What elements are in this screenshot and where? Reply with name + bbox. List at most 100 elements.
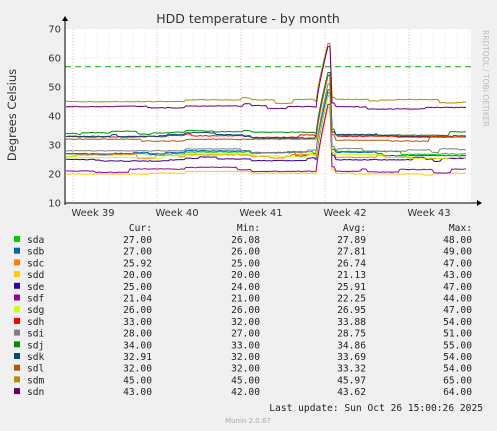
legend-avg-sda: 27.89 [337, 235, 366, 246]
legend-avg-sdh: 33.88 [337, 317, 366, 328]
series-line-sdi [65, 83, 467, 154]
legend-max-sda: 48.00 [443, 235, 472, 246]
legend-avg-sdn: 43.62 [337, 387, 366, 398]
y-axis-arrow [62, 16, 68, 21]
x-tick-label: Week 43 [407, 208, 450, 219]
legend-name-sde: sde [27, 282, 45, 293]
legend-min-sdl: 32.00 [231, 364, 260, 375]
legend-avg-sdk: 33.69 [337, 352, 366, 363]
legend-min-sdm: 45.00 [231, 375, 260, 386]
legend-min-sdg: 26.00 [231, 305, 260, 316]
legend-min-sdb: 26.00 [231, 247, 260, 258]
legend-cur-sdb: 27.00 [123, 247, 152, 258]
legend-name-sdm: sdm [27, 375, 45, 386]
series-line-sdh [65, 74, 466, 139]
legend-name-sdh: sdh [27, 317, 44, 328]
y-tick-label: 60 [48, 54, 61, 65]
legend-name-sdb: sdb [27, 247, 45, 258]
legend-swatch-sdb [14, 247, 20, 254]
legend-swatch-sdc [14, 259, 20, 266]
series-line-sdl [65, 74, 467, 143]
legend-max-sdc: 47.00 [443, 258, 472, 269]
series-line-sdg [65, 95, 466, 160]
y-tick-labels: 10 20 30 40 50 60 70 [48, 25, 61, 210]
legend-min-sdf: 21.00 [231, 294, 260, 305]
legend-swatch-sdh [14, 317, 20, 324]
legend-table: Cur: Min: Avg: Max: sda 27.00 26.08 27.89 48… [14, 223, 472, 398]
rrdtool-side-label: RRDTOOL / TOBI OETIKER [481, 30, 490, 127]
legend-min-sdc: 25.00 [231, 258, 260, 269]
header-min: Min: [237, 223, 260, 234]
legend-max-sdk: 54.00 [443, 352, 472, 363]
legend-cur-sdd: 20.00 [123, 270, 152, 281]
legend-cur-sde: 25.00 [123, 282, 152, 293]
legend-max-sdh: 54.00 [443, 317, 472, 328]
y-tick-label: 20 [48, 170, 61, 181]
legend-max-sdg: 47.00 [443, 305, 472, 316]
legend-swatch-sdk [14, 353, 20, 359]
legend-name-sdd: sdd [27, 270, 44, 281]
legend-min-sdi: 27.00 [231, 329, 260, 340]
series-line-sdj [65, 72, 467, 137]
legend-max-sdm: 65.00 [443, 375, 472, 386]
series-line-sdf [65, 103, 467, 174]
y-axis-label: Degrees Celsius [5, 69, 19, 161]
legend-cur-sda: 27.00 [123, 235, 152, 246]
x-tick-labels: Week 39 Week 40 Week 41 Week 42 Week 43 [71, 208, 450, 219]
legend-max-sdd: 43.00 [443, 270, 472, 281]
legend-min-sde: 24.00 [231, 282, 260, 293]
last-update: Last update: Sun Oct 26 15:00:26 2025 [269, 403, 483, 414]
legend-name-sdk: sdk [27, 352, 45, 363]
series-line-sdm [65, 43, 467, 105]
legend-avg-sdg: 26.95 [337, 305, 366, 316]
series-line-sde [66, 95, 467, 163]
y-tick-label: 50 [48, 83, 61, 94]
legend-swatch-sdi [14, 329, 20, 336]
legend-cur-sdi: 28.00 [123, 329, 152, 340]
x-tick-label: Week 42 [323, 208, 366, 219]
y-tick-label: 40 [48, 112, 61, 123]
legend-avg-sdm: 45.97 [337, 375, 366, 386]
legend-min-sdj: 33.00 [231, 340, 260, 351]
legend-max-sde: 47.00 [443, 282, 472, 293]
legend-min-sdd: 20.00 [231, 270, 260, 281]
legend-min-sda: 26.08 [231, 235, 260, 246]
legend-min-sdk: 32.00 [231, 352, 260, 363]
legend-name-sdn: sdn [27, 387, 44, 398]
legend-max-sdj: 55.00 [443, 340, 472, 351]
y-tick-label: 30 [48, 141, 61, 152]
legend-name-sdj: sdj [27, 340, 44, 351]
legend-max-sdn: 64.00 [443, 387, 472, 398]
legend-swatch-sdj [14, 341, 20, 348]
legend-avg-sdi: 28.75 [337, 329, 366, 340]
series-line-sdd [65, 106, 467, 176]
legend-name-sdf: sdf [27, 294, 44, 305]
legend-min-sdh: 32.00 [231, 317, 260, 328]
header-avg: Avg: [343, 223, 366, 234]
x-tick-label: Week 40 [155, 208, 198, 219]
y-tick-label: 70 [48, 25, 61, 36]
legend-swatch-sdf [14, 294, 20, 301]
legend-max-sdi: 51.00 [443, 329, 472, 340]
legend-cur-sdm: 45.00 [123, 375, 152, 386]
legend-cur-sdk: 32.91 [123, 352, 152, 363]
series-lines [65, 43, 467, 176]
series-line-sdn [65, 45, 467, 110]
legend-cur-sdl: 32.00 [123, 364, 152, 375]
legend-avg-sde: 25.91 [337, 282, 366, 293]
y-tick-label: 10 [48, 199, 61, 210]
legend-avg-sdf: 22.25 [337, 294, 366, 305]
legend-avg-sdc: 26.74 [337, 258, 366, 269]
x-tick-label: Week 41 [239, 208, 282, 219]
legend-cur-sdc: 25.92 [123, 258, 152, 269]
header-max: Max: [449, 223, 472, 234]
axes [62, 16, 482, 206]
legend-cur-sdj: 34.00 [123, 340, 152, 351]
legend-avg-sdl: 33.32 [337, 364, 366, 375]
header-cur: Cur: [129, 223, 152, 234]
legend-name-sdl: sdl [27, 364, 44, 375]
chart-title: HDD temperature - by month [156, 11, 340, 26]
legend-max-sdl: 54.00 [443, 364, 472, 375]
legend-swatch-sde [14, 282, 20, 289]
